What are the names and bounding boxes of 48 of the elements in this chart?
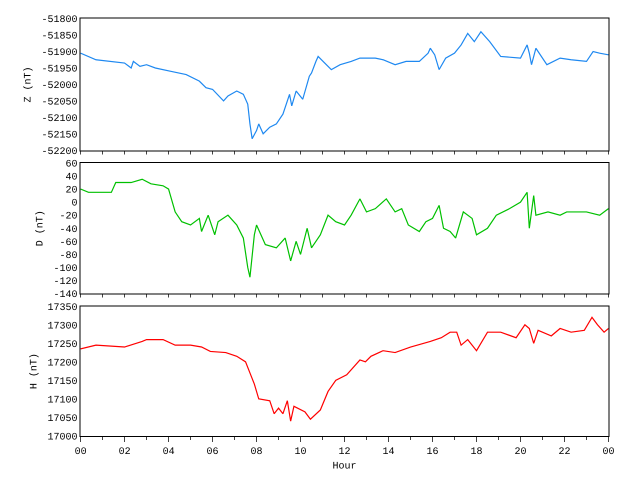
y-tick-label: 17200: [48, 358, 78, 370]
y-tick-label: -51850: [42, 32, 78, 43]
y-tick-label: -52150: [42, 130, 78, 142]
y-tick-label: 20: [66, 186, 78, 197]
line-series: [80, 31, 608, 140]
y-tick-label: 0: [72, 198, 78, 210]
x-tick-label: 00: [74, 446, 87, 458]
y-tick-label: -52200: [42, 146, 78, 158]
y-tick-label: 17300: [48, 321, 78, 332]
y-tick-label: -40: [60, 224, 78, 236]
y-tick-label: -120: [54, 277, 78, 288]
y-tick-label: -52100: [42, 114, 78, 125]
x-tick-label: 00: [602, 446, 614, 458]
x-tick-label: 02: [118, 446, 131, 458]
x-tick-label: 10: [294, 446, 307, 458]
y-tick-label: -52000: [42, 80, 78, 92]
y-tick-label: 17100: [48, 395, 78, 406]
x-axis-title: Hour: [332, 461, 357, 472]
x-tick-label: 08: [250, 446, 263, 458]
y-axis-title: Z (nT): [22, 66, 35, 102]
y-tick-label: 17350: [48, 302, 78, 314]
y-tick-label: 17050: [48, 414, 78, 425]
y-axis-title: D (nT): [34, 210, 47, 246]
y-tick-label: -100: [54, 264, 78, 275]
y-tick-label: -140: [54, 290, 78, 302]
line-series: [80, 178, 608, 278]
y-tick-label: -51950: [42, 64, 78, 76]
x-tick-label: 22: [558, 446, 571, 458]
y-tick-label: -80: [60, 250, 78, 262]
y-tick-label: -60: [60, 238, 78, 249]
y-tick-label: 17250: [48, 340, 78, 351]
y-axis-title: H (nT): [28, 353, 41, 390]
line-series: [80, 316, 608, 422]
x-tick-label: 06: [206, 446, 219, 458]
x-tick-label: 12: [338, 446, 351, 458]
x-tick-label: 14: [382, 446, 395, 458]
y-tick-label: 60: [66, 159, 78, 170]
y-tick-label: -20: [60, 212, 78, 223]
x-tick-label: 16: [426, 446, 439, 458]
y-tick-label: -51800: [42, 15, 78, 26]
y-tick-label: 40: [66, 172, 78, 184]
x-tick-label: 18: [470, 446, 483, 458]
x-tick-label: 20: [514, 446, 527, 458]
y-tick-label: -52050: [42, 97, 78, 108]
x-tick-label: 04: [162, 446, 175, 458]
y-tick-label: 17150: [48, 376, 78, 388]
y-tick-label: 17000: [48, 432, 78, 444]
y-tick-label: -51900: [42, 48, 78, 60]
